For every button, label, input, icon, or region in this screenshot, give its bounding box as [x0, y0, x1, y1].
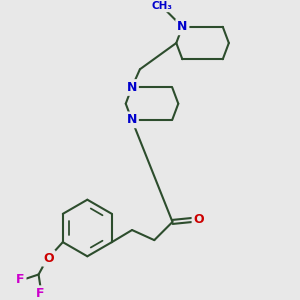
- Text: O: O: [194, 213, 204, 226]
- Text: F: F: [16, 273, 25, 286]
- Text: N: N: [177, 20, 188, 33]
- Text: N: N: [127, 113, 137, 126]
- Text: N: N: [127, 81, 137, 94]
- Text: O: O: [44, 252, 54, 265]
- Text: F: F: [36, 287, 45, 300]
- Text: CH₃: CH₃: [152, 1, 172, 10]
